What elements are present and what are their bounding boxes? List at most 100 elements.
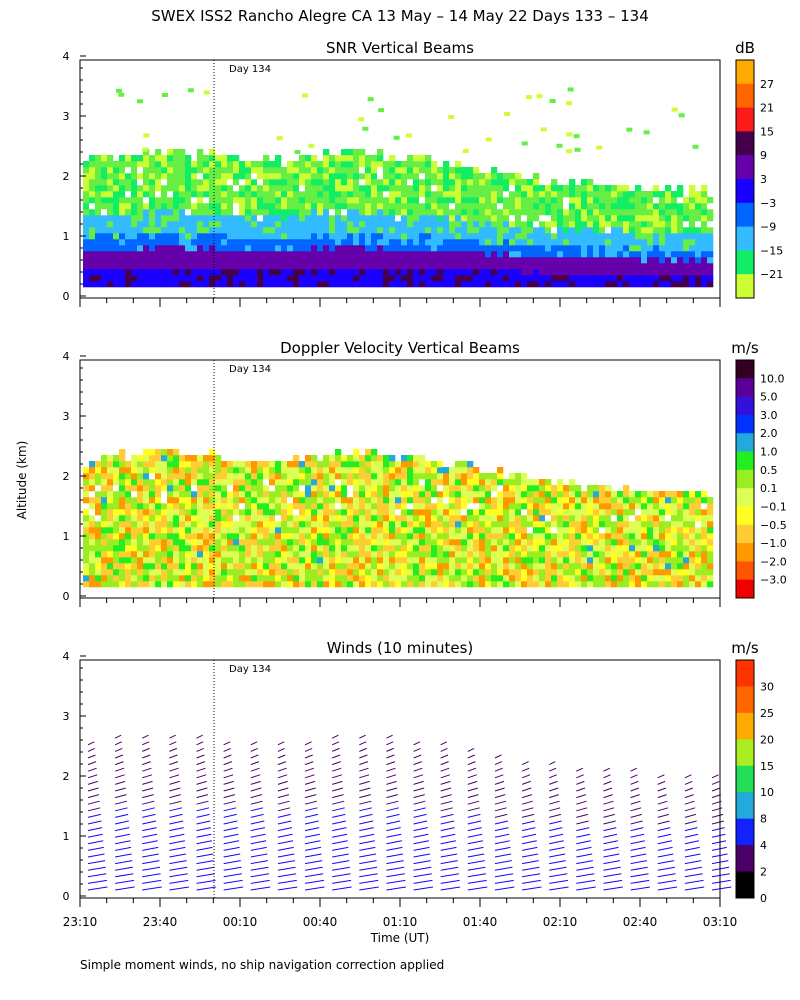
- snr-cell-1856: [617, 245, 624, 252]
- doppler-cell-1118: [389, 563, 396, 570]
- snr-cell-418: [191, 167, 198, 174]
- doppler-cell-1199: [407, 467, 414, 474]
- doppler-cell-1898: [635, 545, 642, 552]
- snr-cell-1620: [533, 197, 540, 204]
- doppler-cell-1287: [431, 461, 438, 468]
- snr-cell-831: [311, 281, 318, 288]
- doppler-cell-519: [221, 521, 228, 528]
- snr-cell-1478: [491, 257, 498, 264]
- snr-cell-1752: [581, 245, 588, 252]
- snr-cell-18: [83, 173, 90, 180]
- wind-barb-111: [196, 780, 207, 785]
- doppler-cell-2097: [707, 503, 714, 510]
- snr-cell-406: [191, 239, 198, 246]
- snr-cell-1976: [659, 221, 666, 228]
- snr-cell-1480: [491, 245, 498, 252]
- snr-cell-728: [281, 263, 288, 270]
- snr-cell-103: [107, 185, 114, 192]
- snr-cell-122: [113, 203, 120, 210]
- snr-cell-1194: [407, 227, 414, 234]
- doppler-cell-1925: [647, 575, 654, 582]
- doppler-cell-325: [167, 479, 174, 486]
- snr-cell-675: [263, 191, 270, 198]
- doppler-cell-1943: [653, 563, 660, 570]
- doppler-cell-1847: [617, 557, 624, 564]
- doppler-cell-77: [101, 491, 108, 498]
- wind-barb-118: [196, 734, 203, 739]
- doppler-cell-563: [233, 509, 240, 516]
- doppler-cell-2075: [701, 539, 708, 546]
- snr-cell-649: [257, 221, 264, 228]
- snr-speck-1: [203, 90, 210, 95]
- doppler-cell-1378: [461, 533, 468, 540]
- snr-cell-267: [155, 257, 162, 264]
- snr-cell-1035: [365, 269, 372, 276]
- snr-cell-1702: [563, 233, 570, 240]
- wind-barb-437: [603, 846, 619, 851]
- snr-cell-1873: [623, 245, 630, 252]
- doppler-cell-1085: [377, 497, 384, 504]
- doppler-cell-649: [257, 497, 264, 504]
- wind-barb-373: [522, 879, 541, 884]
- snr-cell-1857: [617, 239, 624, 246]
- snr-cell-1448: [479, 209, 486, 216]
- snr-x-ticks: [79, 298, 721, 307]
- doppler-cell-1914: [641, 545, 648, 552]
- doppler-cell-1544: [509, 479, 516, 486]
- wind-barb-236: [359, 879, 379, 884]
- wind-barb-214: [332, 866, 351, 871]
- snr-cell-422: [197, 269, 204, 276]
- doppler-cell-965: [347, 539, 354, 546]
- snr-cell-887: [323, 203, 330, 210]
- doppler-cell-2063: [695, 515, 702, 522]
- doppler-cell-1276: [431, 527, 438, 534]
- snr-cell-537: [227, 251, 234, 258]
- snr-cell-1955: [653, 245, 660, 252]
- doppler-cell-638: [257, 563, 264, 570]
- snr-cell-12: [83, 209, 90, 216]
- doppler-cell-189: [131, 479, 138, 486]
- doppler-cell-1947: [653, 539, 660, 546]
- snr-cell-1518: [503, 251, 510, 258]
- snr-cell-607: [245, 221, 252, 228]
- doppler-cell-343: [173, 509, 180, 516]
- doppler-cell-917: [335, 557, 342, 564]
- snr-cell-617: [245, 161, 252, 168]
- snr-cell-183: [131, 227, 138, 234]
- doppler-cell-181: [131, 527, 138, 534]
- snr-cell-1010: [359, 281, 366, 288]
- doppler-cell-942: [341, 545, 348, 552]
- doppler-cell-2029: [683, 527, 690, 534]
- wind-barb-178: [277, 800, 290, 805]
- doppler-cell-1701: [563, 521, 570, 528]
- snr-cell-1791: [593, 227, 600, 234]
- doppler-cell-338: [173, 539, 180, 546]
- snr-cell-1579: [521, 227, 528, 234]
- snr-cell-25: [89, 257, 96, 264]
- doppler-cell-2021: [683, 575, 690, 582]
- snr-speck-20: [671, 107, 678, 112]
- doppler-cell-679: [269, 569, 276, 576]
- doppler-cell-1111: [383, 473, 390, 480]
- snr-cell-1104: [383, 257, 390, 264]
- snr-cell-570: [233, 185, 240, 192]
- snr-cell-303: [161, 179, 168, 186]
- snr-cell-1979: [659, 203, 666, 210]
- snr-cell-800: [299, 203, 306, 210]
- wind-barb-345: [467, 780, 478, 785]
- snr-cell-2031: [677, 185, 684, 192]
- snr-cell-1282: [431, 227, 438, 234]
- snr-cell-1031: [359, 155, 366, 162]
- snr-cell-824: [305, 191, 312, 198]
- doppler-cell-952: [341, 485, 348, 492]
- snr-cell-1444: [479, 233, 486, 240]
- snr-cell-163: [125, 215, 132, 222]
- snr-cell-1942: [647, 227, 654, 234]
- snr-cell-843: [311, 209, 318, 216]
- snr-cell-1548: [509, 185, 516, 192]
- snr-cell-440: [197, 161, 204, 168]
- snr-cell-2039: [683, 239, 690, 246]
- wind-barb-88: [169, 774, 180, 779]
- doppler-cell-317: [167, 527, 174, 534]
- wind-barb-503: [684, 780, 693, 785]
